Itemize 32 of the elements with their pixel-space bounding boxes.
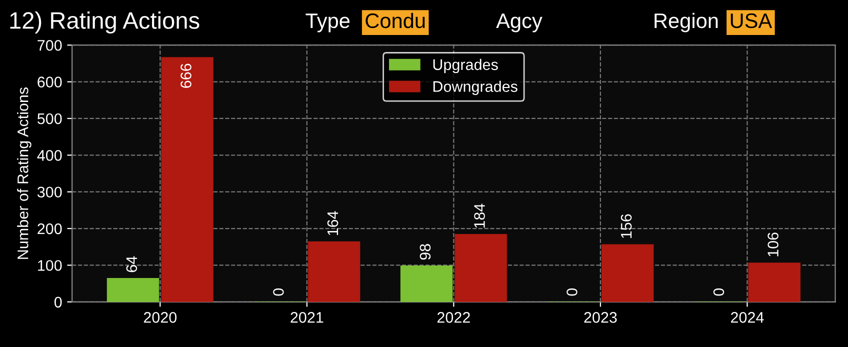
text: Agcy bbox=[496, 14, 542, 32]
data-label: 98 bbox=[420, 244, 431, 260]
y-tick-label: 500 bbox=[37, 113, 62, 124]
y-tick-label: 400 bbox=[37, 150, 62, 161]
legend-label: Downgrades bbox=[433, 80, 518, 95]
y-tick-label: 100 bbox=[38, 260, 62, 271]
x-tick-label: 2023 bbox=[584, 312, 617, 323]
x-tick-label: 2022 bbox=[437, 312, 470, 323]
x-tick-label: 2021 bbox=[290, 312, 324, 323]
data-label: 0 bbox=[713, 288, 724, 296]
data-label: 164 bbox=[327, 211, 338, 236]
y-tick-label: 0 bbox=[54, 296, 62, 308]
data-label: 156 bbox=[620, 214, 632, 238]
legend-label: Upgrades bbox=[433, 58, 498, 74]
y-tick-label: 700 bbox=[38, 40, 62, 51]
data-label: 106 bbox=[768, 232, 778, 256]
y-tick-label: 200 bbox=[38, 223, 62, 234]
y-tick-label: 300 bbox=[37, 186, 62, 198]
data-label: 0 bbox=[273, 288, 284, 296]
x-tick-label: 2020 bbox=[144, 312, 177, 323]
data-label: 0 bbox=[566, 288, 578, 296]
chart-title: 12) Rating Actions bbox=[10, 12, 200, 34]
text: Region bbox=[654, 12, 718, 32]
text: USA bbox=[730, 13, 772, 28]
data-label: 184 bbox=[474, 204, 485, 228]
y-axis-title: Number of Rating Actions bbox=[17, 87, 32, 259]
y-tick-label: 600 bbox=[38, 76, 62, 88]
x-tick-label: 2024 bbox=[730, 312, 764, 323]
text: Condu bbox=[366, 12, 425, 28]
data-label: 666 bbox=[180, 64, 192, 88]
data-label: 64 bbox=[126, 256, 138, 272]
text: Type bbox=[306, 14, 350, 32]
